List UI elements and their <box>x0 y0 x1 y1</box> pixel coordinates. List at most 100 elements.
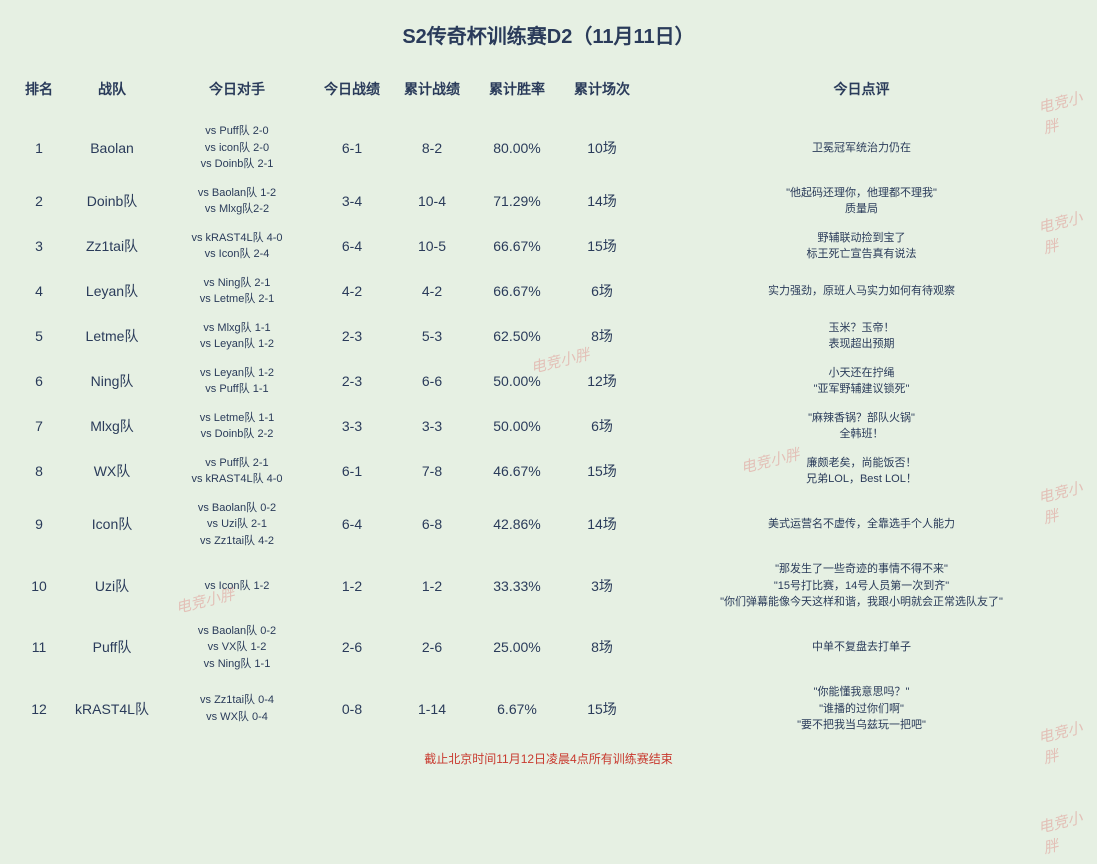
table-row: 4Leyan队vs Ning队 2-1vs Letme队 2-14-24-266… <box>16 269 1081 314</box>
comment-line: "那发生了一些奇迹的事情不得不来" <box>646 561 1077 578</box>
page-title: S2传奇杯训练赛D2（11月11日） <box>16 20 1081 49</box>
cell-cumulative-record: 3-3 <box>392 404 472 449</box>
cell-games: 15场 <box>562 224 642 269</box>
opponent-line: vs Icon队 2-4 <box>166 246 308 263</box>
cell-games: 3场 <box>562 555 642 617</box>
opponent-line: vs Baolan队 0-2 <box>166 500 308 517</box>
cell-opponent: vs Mlxg队 1-1vs Leyan队 1-2 <box>162 314 312 359</box>
comment-line: "你能懂我意思吗？" <box>646 684 1077 701</box>
cell-games: 8场 <box>562 314 642 359</box>
cell-today-record: 4-2 <box>312 269 392 314</box>
table-row: 12kRAST4L队vs Zz1tai队 0-4vs WX队 0-40-81-1… <box>16 678 1081 740</box>
table-body: 1Baolanvs Puff队 2-0vs icon队 2-0vs Doinb队… <box>16 117 1081 740</box>
cell-opponent: vs Leyan队 1-2vs Puff队 1-1 <box>162 359 312 404</box>
cell-win-rate: 33.33% <box>472 555 562 617</box>
cell-win-rate: 66.67% <box>472 269 562 314</box>
comment-line: 全韩班！ <box>646 426 1077 443</box>
comment-line: "要不把我当乌兹玩一把吧" <box>646 717 1077 734</box>
cell-opponent: vs Letme队 1-1vs Doinb队 2-2 <box>162 404 312 449</box>
cell-rank: 8 <box>16 449 62 494</box>
opponent-line: vs kRAST4L队 4-0 <box>166 230 308 247</box>
comment-line: 玉米？玉帝！ <box>646 320 1077 337</box>
cell-win-rate: 46.67% <box>472 449 562 494</box>
watermark: 电竞小胖 <box>1036 804 1097 859</box>
cell-team: kRAST4L队 <box>62 678 162 740</box>
opponent-line: vs Zz1tai队 4-2 <box>166 533 308 550</box>
cell-team: Letme队 <box>62 314 162 359</box>
cell-cumulative-record: 4-2 <box>392 269 472 314</box>
cell-opponent: vs Zz1tai队 0-4vs WX队 0-4 <box>162 678 312 740</box>
cell-rank: 1 <box>16 117 62 179</box>
cell-rank: 9 <box>16 494 62 556</box>
opponent-line: vs Ning队 2-1 <box>166 275 308 292</box>
comment-line: 廉颇老矣，尚能饭否！ <box>646 455 1077 472</box>
comment-line: 表现超出预期 <box>646 336 1077 353</box>
cell-today-record: 0-8 <box>312 678 392 740</box>
opponent-line: vs Mlxg队2-2 <box>166 201 308 218</box>
col-comment: 今日点评 <box>642 73 1081 117</box>
cell-win-rate: 71.29% <box>472 179 562 224</box>
cell-rank: 11 <box>16 617 62 679</box>
cell-today-record: 2-6 <box>312 617 392 679</box>
header-row: 排名 战队 今日对手 今日战绩 累计战绩 累计胜率 累计场次 今日点评 <box>16 73 1081 117</box>
opponent-line: vs Puff队 2-1 <box>166 455 308 472</box>
comment-line: 实力强劲，原班人马实力如何有待观察 <box>646 283 1077 300</box>
cell-cumulative-record: 1-14 <box>392 678 472 740</box>
col-opponent: 今日对手 <box>162 73 312 117</box>
cell-team: WX队 <box>62 449 162 494</box>
cell-opponent: vs Puff队 2-1vs kRAST4L队 4-0 <box>162 449 312 494</box>
cell-today-record: 2-3 <box>312 359 392 404</box>
cell-team: Zz1tai队 <box>62 224 162 269</box>
cell-cumulative-record: 10-5 <box>392 224 472 269</box>
cell-win-rate: 25.00% <box>472 617 562 679</box>
cell-opponent: vs Baolan队 0-2vs Uzi队 2-1vs Zz1tai队 4-2 <box>162 494 312 556</box>
cell-rank: 6 <box>16 359 62 404</box>
cell-team: Leyan队 <box>62 269 162 314</box>
opponent-line: vs Letme队 1-1 <box>166 410 308 427</box>
col-team: 战队 <box>62 73 162 117</box>
cell-games: 14场 <box>562 494 642 556</box>
cell-games: 10场 <box>562 117 642 179</box>
cell-games: 6场 <box>562 269 642 314</box>
cell-team: Puff队 <box>62 617 162 679</box>
cell-cumulative-record: 6-8 <box>392 494 472 556</box>
cell-win-rate: 50.00% <box>472 359 562 404</box>
opponent-line: vs Uzi队 2-1 <box>166 516 308 533</box>
cell-comment: "麻辣香锅？部队火锅"全韩班！ <box>642 404 1081 449</box>
footer-note: 截止北京时间11月12日凌晨4点所有训练赛结束 <box>16 750 1081 767</box>
cell-games: 15场 <box>562 449 642 494</box>
cell-comment: 卫冕冠军统治力仍在 <box>642 117 1081 179</box>
cell-rank: 5 <box>16 314 62 359</box>
cell-team: Doinb队 <box>62 179 162 224</box>
opponent-line: vs Mlxg队 1-1 <box>166 320 308 337</box>
comment-line: 小天还在拧绳 <box>646 365 1077 382</box>
cell-cumulative-record: 7-8 <box>392 449 472 494</box>
comment-line: "谁播的过你们啊" <box>646 701 1077 718</box>
ranking-table: 排名 战队 今日对手 今日战绩 累计战绩 累计胜率 累计场次 今日点评 1Bao… <box>16 73 1081 740</box>
cell-cumulative-record: 8-2 <box>392 117 472 179</box>
cell-win-rate: 6.67% <box>472 678 562 740</box>
opponent-line: vs Leyan队 1-2 <box>166 365 308 382</box>
cell-team: Icon队 <box>62 494 162 556</box>
table-row: 10Uzi队vs Icon队 1-21-21-233.33%3场"那发生了一些奇… <box>16 555 1081 617</box>
opponent-line: vs icon队 2-0 <box>166 140 308 157</box>
cell-win-rate: 80.00% <box>472 117 562 179</box>
cell-today-record: 3-4 <box>312 179 392 224</box>
comment-line: 兄弟LOL，Best LOL！ <box>646 471 1077 488</box>
cell-today-record: 2-3 <box>312 314 392 359</box>
col-cumulative-record: 累计战绩 <box>392 73 472 117</box>
cell-rank: 3 <box>16 224 62 269</box>
cell-rank: 12 <box>16 678 62 740</box>
cell-team: Mlxg队 <box>62 404 162 449</box>
comment-line: "麻辣香锅？部队火锅" <box>646 410 1077 427</box>
opponent-line: vs Baolan队 0-2 <box>166 623 308 640</box>
opponent-line: vs Doinb队 2-1 <box>166 156 308 173</box>
cell-cumulative-record: 10-4 <box>392 179 472 224</box>
cell-rank: 4 <box>16 269 62 314</box>
cell-comment: 中单不复盘去打单子 <box>642 617 1081 679</box>
cell-comment: 美式运营名不虚传，全靠选手个人能力 <box>642 494 1081 556</box>
cell-comment: "那发生了一些奇迹的事情不得不来""15号打比赛，14号人员第一次到齐""你们弹… <box>642 555 1081 617</box>
cell-rank: 7 <box>16 404 62 449</box>
opponent-line: vs Puff队 1-1 <box>166 381 308 398</box>
cell-cumulative-record: 6-6 <box>392 359 472 404</box>
